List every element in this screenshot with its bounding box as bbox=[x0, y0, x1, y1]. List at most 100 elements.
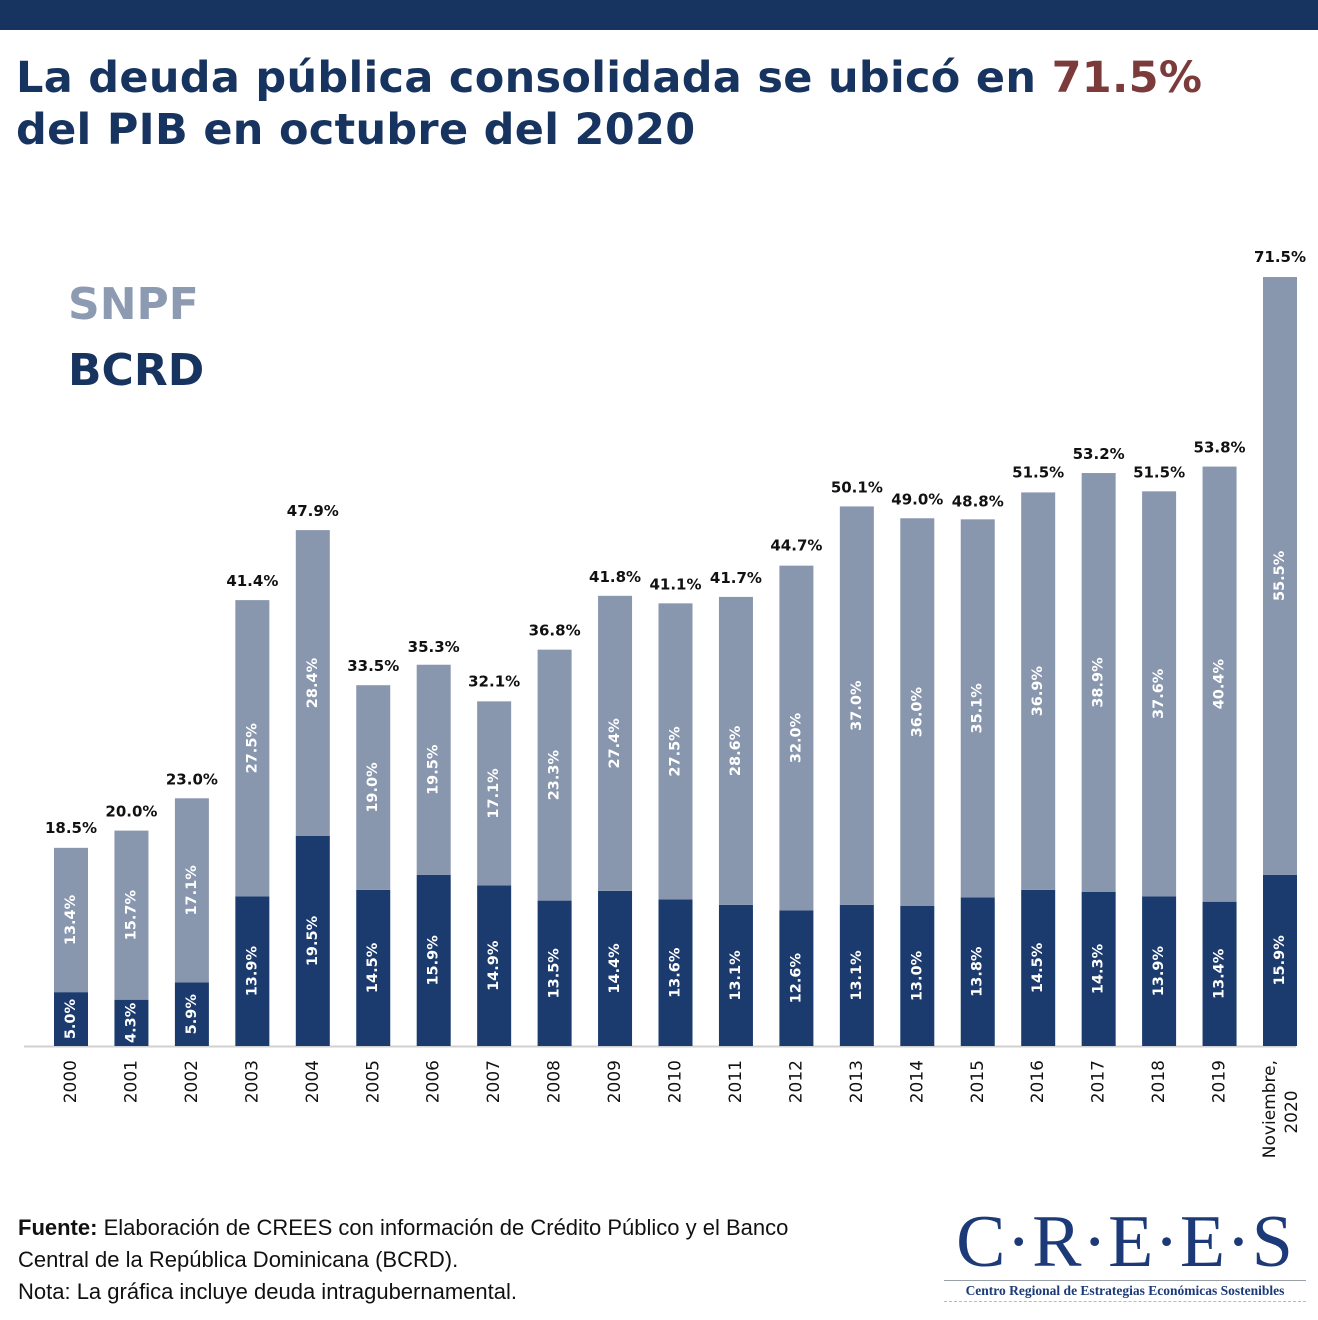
bar-segment-bcrd bbox=[1263, 874, 1297, 1046]
bar-segment-snpf bbox=[1081, 473, 1116, 892]
x-tick-label: 2017 bbox=[1089, 1060, 1109, 1103]
segment-label-bcrd: 14.5% bbox=[365, 942, 381, 993]
total-label: 41.4% bbox=[226, 572, 278, 590]
bar-segment-bcrd bbox=[295, 835, 330, 1046]
bar-segment-bcrd bbox=[477, 885, 512, 1046]
bar-segment-snpf bbox=[174, 798, 209, 983]
bar-segment-snpf bbox=[1202, 466, 1237, 902]
bar-segment-snpf bbox=[1142, 491, 1177, 897]
bar-segment-bcrd bbox=[1202, 901, 1237, 1046]
segment-label-bcrd: 19.5% bbox=[305, 915, 321, 966]
segment-label-snpf: 28.6% bbox=[728, 725, 744, 776]
x-tick-label: 2010 bbox=[666, 1060, 686, 1103]
bar-segment-snpf bbox=[114, 830, 149, 1000]
total-label: 36.8% bbox=[529, 622, 581, 640]
bar-segment-bcrd bbox=[960, 897, 995, 1046]
x-tick-label: 2014 bbox=[907, 1060, 927, 1103]
x-tick-label: 2007 bbox=[484, 1060, 504, 1103]
x-tick-label: 2008 bbox=[545, 1060, 565, 1103]
chart-legend: SNPF BCRD bbox=[68, 272, 204, 404]
bar-segment-bcrd bbox=[900, 905, 935, 1046]
x-tick-label: 2005 bbox=[363, 1060, 383, 1103]
x-tick-label: 2018 bbox=[1149, 1060, 1169, 1103]
segment-label-bcrd: 13.6% bbox=[668, 947, 684, 998]
x-tick-label: 2006 bbox=[424, 1060, 444, 1103]
segment-label-snpf: 38.9% bbox=[1091, 657, 1107, 708]
total-label: 35.3% bbox=[408, 638, 460, 656]
stacked-bar-chart: 5.0% 13.4% 18.5% 2000 4.3% 15.7% 20.0% 2001 5.9%… bbox=[24, 248, 1306, 1158]
source-line-2: Central de la República Dominicana (BCRD… bbox=[18, 1247, 459, 1272]
segment-label-bcrd: 4.3% bbox=[123, 1002, 139, 1043]
segment-label-snpf: 27.4% bbox=[607, 718, 623, 769]
segment-label-snpf: 36.9% bbox=[1030, 666, 1046, 717]
total-label: 47.9% bbox=[287, 502, 339, 520]
segment-label-snpf: 40.4% bbox=[1212, 659, 1228, 710]
bar-segment-bcrd bbox=[537, 900, 572, 1046]
segment-label-bcrd: 13.4% bbox=[1212, 948, 1228, 999]
segment-label-bcrd: 14.5% bbox=[1030, 942, 1046, 993]
title-text: La deuda pública consolidada se ubicó en bbox=[16, 53, 1052, 103]
segment-label-bcrd: 14.4% bbox=[607, 943, 623, 994]
bar-segment-bcrd bbox=[114, 999, 149, 1046]
top-banner bbox=[0, 0, 1318, 30]
segment-label-snpf: 23.3% bbox=[547, 750, 563, 801]
x-tick-label: 2009 bbox=[605, 1060, 625, 1103]
bar-segment-bcrd bbox=[839, 904, 874, 1046]
source-line: Fuente: Elaboración de CREES con informa… bbox=[18, 1212, 788, 1244]
bar-segment-snpf bbox=[718, 596, 753, 905]
bar-segment-snpf bbox=[295, 530, 330, 836]
segment-label-bcrd: 13.9% bbox=[1151, 946, 1167, 997]
x-tick-label: 2001 bbox=[121, 1060, 141, 1103]
bar-segment-bcrd bbox=[1142, 896, 1177, 1046]
x-tick-label: 2013 bbox=[847, 1060, 867, 1103]
total-label: 51.5% bbox=[1012, 463, 1064, 481]
segment-label-bcrd: 14.9% bbox=[486, 940, 502, 991]
segment-label-bcrd: 13.1% bbox=[728, 950, 744, 1001]
total-label: 53.2% bbox=[1073, 445, 1125, 463]
x-tick-label: 2003 bbox=[242, 1060, 262, 1103]
bar-segment-snpf bbox=[779, 565, 814, 911]
x-tick-label: 2004 bbox=[303, 1060, 323, 1103]
title-text-line2: del PIB en octubre del 2020 bbox=[16, 105, 696, 155]
bar-segment-snpf bbox=[235, 600, 270, 897]
logo-subtitle: Centro Regional de Estrategias Económica… bbox=[965, 1283, 1285, 1298]
segment-label-snpf: 55.5% bbox=[1272, 550, 1288, 601]
total-label: 41.8% bbox=[589, 568, 641, 586]
bar-segment-bcrd bbox=[54, 992, 88, 1046]
bar-segment-snpf bbox=[537, 649, 572, 901]
total-label: 53.8% bbox=[1194, 439, 1246, 457]
x-tick-label: 2016 bbox=[1028, 1060, 1048, 1103]
logo-divider bbox=[944, 1280, 1306, 1281]
bar-segment-bcrd bbox=[598, 890, 633, 1046]
x-tick-label: 2019 bbox=[1210, 1060, 1230, 1103]
segment-label-snpf: 19.5% bbox=[426, 744, 442, 795]
footer-notes: Fuente: Elaboración de CREES con informa… bbox=[18, 1212, 788, 1308]
x-tick-label: 2015 bbox=[968, 1060, 988, 1103]
total-label: 49.0% bbox=[891, 490, 943, 508]
chart-title: La deuda pública consolidada se ubicó en… bbox=[16, 52, 1316, 156]
source-text: Elaboración de CREES con información de … bbox=[97, 1215, 789, 1240]
bar-segment-snpf bbox=[839, 506, 874, 905]
logo-underline bbox=[944, 1301, 1306, 1302]
total-label: 48.8% bbox=[952, 492, 1004, 510]
bar-segment-snpf bbox=[598, 595, 633, 891]
x-tick-label: 2002 bbox=[182, 1060, 202, 1103]
segment-label-snpf: 17.1% bbox=[486, 768, 502, 819]
segment-label-snpf: 27.5% bbox=[668, 726, 684, 777]
bar-segment-snpf bbox=[900, 518, 935, 906]
crees-logo: C·R·E·E·S Centro Regional de Estrategias… bbox=[944, 1204, 1306, 1302]
x-tick-label: 2020 bbox=[1282, 1090, 1302, 1133]
bar-segment-snpf bbox=[477, 701, 512, 886]
logo-letters: C·R·E·E·S bbox=[956, 1201, 1294, 1283]
segment-label-bcrd: 13.5% bbox=[547, 948, 563, 999]
bar-segment-snpf bbox=[416, 664, 451, 875]
segment-label-bcrd: 13.9% bbox=[244, 946, 260, 997]
segment-label-snpf: 13.4% bbox=[63, 894, 79, 945]
bar-segment-bcrd bbox=[174, 982, 209, 1046]
total-label: 41.1% bbox=[649, 575, 701, 593]
total-label: 44.7% bbox=[770, 537, 822, 555]
segment-label-bcrd: 15.9% bbox=[1272, 935, 1288, 986]
bar-segment-snpf bbox=[356, 685, 391, 890]
total-label: 50.1% bbox=[831, 478, 883, 496]
segment-label-snpf: 17.1% bbox=[184, 865, 200, 916]
